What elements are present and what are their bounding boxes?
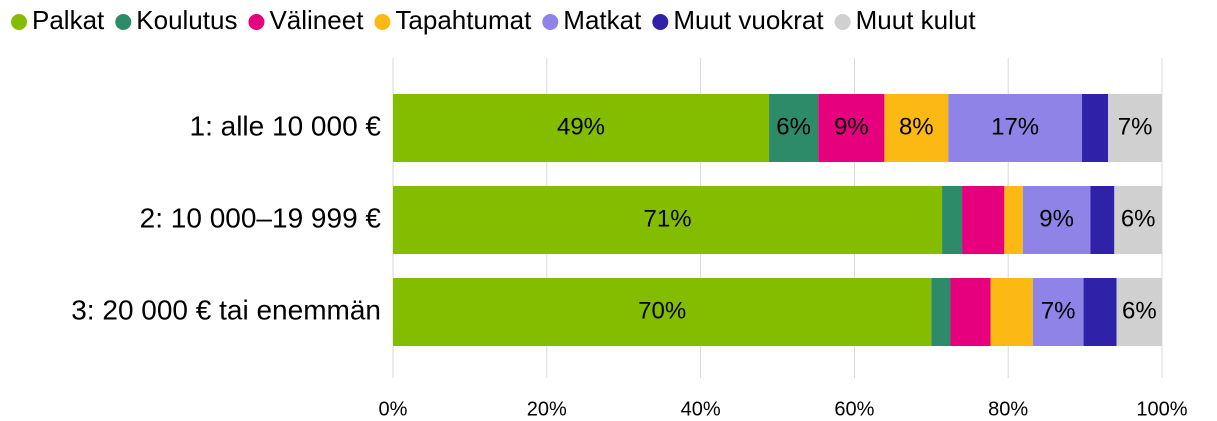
bar-segment xyxy=(990,278,1033,346)
legend-marker xyxy=(834,14,851,30)
x-tick-label: 60% xyxy=(834,398,874,420)
legend-marker xyxy=(248,14,265,30)
data-label: 9% xyxy=(1039,205,1074,232)
bar-segment xyxy=(1032,278,1084,346)
y-tick-label: 1: alle 10 000 € xyxy=(190,110,382,141)
data-label: 8% xyxy=(899,113,934,140)
bar-segment xyxy=(950,278,991,346)
bar-segment xyxy=(1083,278,1117,346)
bar-segment xyxy=(1114,186,1162,254)
bar-segment xyxy=(1108,94,1162,162)
x-tick-label: 0% xyxy=(379,398,408,420)
data-label: 70% xyxy=(638,297,686,324)
data-label: 6% xyxy=(776,113,811,140)
bar-segment xyxy=(962,186,1005,254)
legend-label: Tapahtumat xyxy=(395,5,532,35)
y-tick-label: 3: 20 000 € tai enemmän xyxy=(71,294,381,325)
bar-segment xyxy=(1022,186,1091,254)
data-label: 6% xyxy=(1122,297,1157,324)
legend-label: Palkat xyxy=(32,5,105,35)
legend-label: Matkat xyxy=(563,5,642,35)
bar-segment xyxy=(393,186,943,254)
legend-marker xyxy=(374,14,391,30)
legend-marker xyxy=(11,14,27,30)
data-label: 7% xyxy=(1041,297,1076,324)
bar-segment xyxy=(393,278,932,346)
bar-segment xyxy=(942,186,963,254)
bar-segment xyxy=(769,94,819,162)
legend-label: Koulutus xyxy=(136,5,237,35)
data-label: 6% xyxy=(1121,205,1156,232)
data-label: 17% xyxy=(991,113,1039,140)
bar-segment xyxy=(948,94,1083,162)
legend-marker xyxy=(652,14,669,30)
bar-segment xyxy=(1090,186,1115,254)
data-label: 49% xyxy=(557,113,605,140)
x-tick-label: 20% xyxy=(527,398,567,420)
data-label: 71% xyxy=(644,205,692,232)
legend-marker xyxy=(542,14,559,30)
bar-segment xyxy=(931,278,951,346)
legend-marker xyxy=(115,14,132,30)
legend-label: Muut vuokrat xyxy=(673,5,824,35)
y-tick-label: 2: 10 000–19 999 € xyxy=(140,202,382,233)
bar-segment xyxy=(393,94,770,162)
x-tick-label: 80% xyxy=(988,398,1028,420)
legend-label: Välineet xyxy=(269,5,364,35)
bar-segment xyxy=(818,94,885,162)
x-tick-label: 40% xyxy=(681,398,721,420)
bar-segment xyxy=(1082,94,1109,162)
x-tick-label: 100% xyxy=(1136,398,1187,420)
bar-segment xyxy=(1004,186,1023,254)
data-label: 7% xyxy=(1118,113,1153,140)
data-label: 9% xyxy=(834,113,869,140)
bar-segment xyxy=(1116,278,1162,346)
legend-label: Muut kulut xyxy=(856,5,977,35)
bar-segment xyxy=(884,94,949,162)
